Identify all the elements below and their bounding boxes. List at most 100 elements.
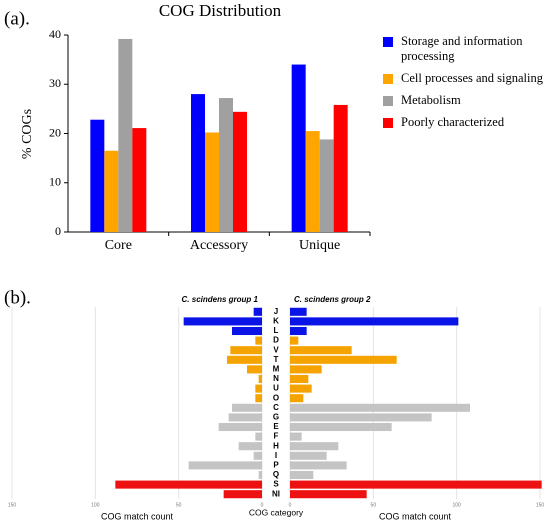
bar xyxy=(290,336,299,345)
legend-label: Poorly characterized xyxy=(401,115,505,129)
legend-swatch xyxy=(383,96,393,106)
bar xyxy=(290,442,339,451)
bar xyxy=(258,470,262,480)
legend-swatch xyxy=(383,118,393,128)
bar xyxy=(118,38,133,232)
bar xyxy=(290,394,304,403)
bar xyxy=(230,346,262,355)
bar xyxy=(290,490,367,499)
bar xyxy=(290,461,347,470)
category-label: I xyxy=(275,451,277,460)
legend-label: Storage and information processing xyxy=(401,34,523,63)
bar xyxy=(333,104,348,232)
bar xyxy=(290,451,327,460)
bar xyxy=(227,355,262,364)
bar xyxy=(255,394,262,403)
bar xyxy=(115,480,262,489)
bar xyxy=(290,422,392,432)
category-label: T xyxy=(274,355,279,364)
bar xyxy=(290,365,322,374)
panel-label: (a). xyxy=(4,8,30,29)
y-axis-label: % COGs xyxy=(20,109,35,159)
category-label: V xyxy=(273,345,279,354)
bar xyxy=(238,442,262,451)
bar xyxy=(188,461,262,470)
x-tick-label: 50 xyxy=(371,502,377,508)
bar xyxy=(247,365,262,374)
category-label: K xyxy=(273,317,279,326)
category-label: F xyxy=(274,432,279,441)
category-label: H xyxy=(273,441,279,450)
category-label: P xyxy=(273,461,279,470)
bar xyxy=(205,132,219,232)
panel-label: (b). xyxy=(4,287,31,308)
legend-label: Cell processes and signaling xyxy=(401,71,543,85)
x-tick-label: 150 xyxy=(8,502,17,508)
y-tick-label: 0 xyxy=(55,224,61,238)
x-tick-label: 0 xyxy=(289,502,292,508)
bar xyxy=(223,490,262,499)
y-tick-label: 20 xyxy=(49,125,61,139)
y-tick-label: 10 xyxy=(49,175,61,189)
x-tick-label: 100 xyxy=(91,502,100,508)
bar xyxy=(233,111,247,232)
x-tick-label: Accessory xyxy=(190,238,248,253)
bar xyxy=(104,150,119,232)
category-label: U xyxy=(273,384,279,393)
x-axis-label: COG match count xyxy=(379,511,452,521)
x-axis-label: COG match count xyxy=(101,511,174,521)
bar xyxy=(290,307,307,316)
x-tick-label: 50 xyxy=(176,502,182,508)
legend-item: Cell processes and signaling xyxy=(383,71,548,86)
category-axis-label: COG category xyxy=(249,507,304,517)
category-label: G xyxy=(273,413,279,422)
bar xyxy=(319,139,334,232)
bar xyxy=(219,98,233,232)
category-label: O xyxy=(273,393,279,402)
bar xyxy=(290,470,314,480)
legend-label: Metabolism xyxy=(401,93,461,107)
bar xyxy=(290,403,470,412)
bar xyxy=(191,94,205,232)
legend: Storage and information processing Cell p… xyxy=(383,34,548,137)
bar xyxy=(290,384,312,393)
legend-item: Storage and information processing xyxy=(383,34,548,64)
x-tick-label: 0 xyxy=(261,502,264,508)
category-label: L xyxy=(274,326,279,335)
category-label: D xyxy=(273,336,279,345)
category-label: E xyxy=(273,422,279,431)
bar xyxy=(255,432,262,441)
bar xyxy=(290,346,352,355)
bar xyxy=(228,413,262,422)
legend-swatch xyxy=(383,74,393,84)
category-label: NI xyxy=(272,489,280,498)
bar xyxy=(290,374,309,384)
bar xyxy=(232,326,262,336)
bar xyxy=(232,403,262,412)
category-label: J xyxy=(274,307,278,316)
chart-title: COG Distribution xyxy=(159,1,282,20)
category-label: S xyxy=(273,480,279,489)
bar xyxy=(253,451,262,460)
bar xyxy=(290,432,302,441)
bar xyxy=(290,480,542,489)
category-label: M xyxy=(273,365,280,374)
x-tick-label: Unique xyxy=(299,238,340,253)
bar xyxy=(90,119,105,232)
bar xyxy=(290,317,459,326)
legend-item: Metabolism xyxy=(383,93,548,108)
bar xyxy=(255,336,262,345)
y-tick-label: 40 xyxy=(49,27,61,41)
bar xyxy=(305,131,320,232)
y-tick-label: 30 xyxy=(49,76,61,90)
bar xyxy=(255,384,262,393)
x-tick-label: 100 xyxy=(452,502,461,508)
bar xyxy=(291,64,306,232)
bar xyxy=(258,374,262,384)
x-tick-label: 150 xyxy=(536,502,545,508)
bar xyxy=(290,326,307,336)
bar xyxy=(253,307,262,316)
category-label: N xyxy=(273,374,279,383)
